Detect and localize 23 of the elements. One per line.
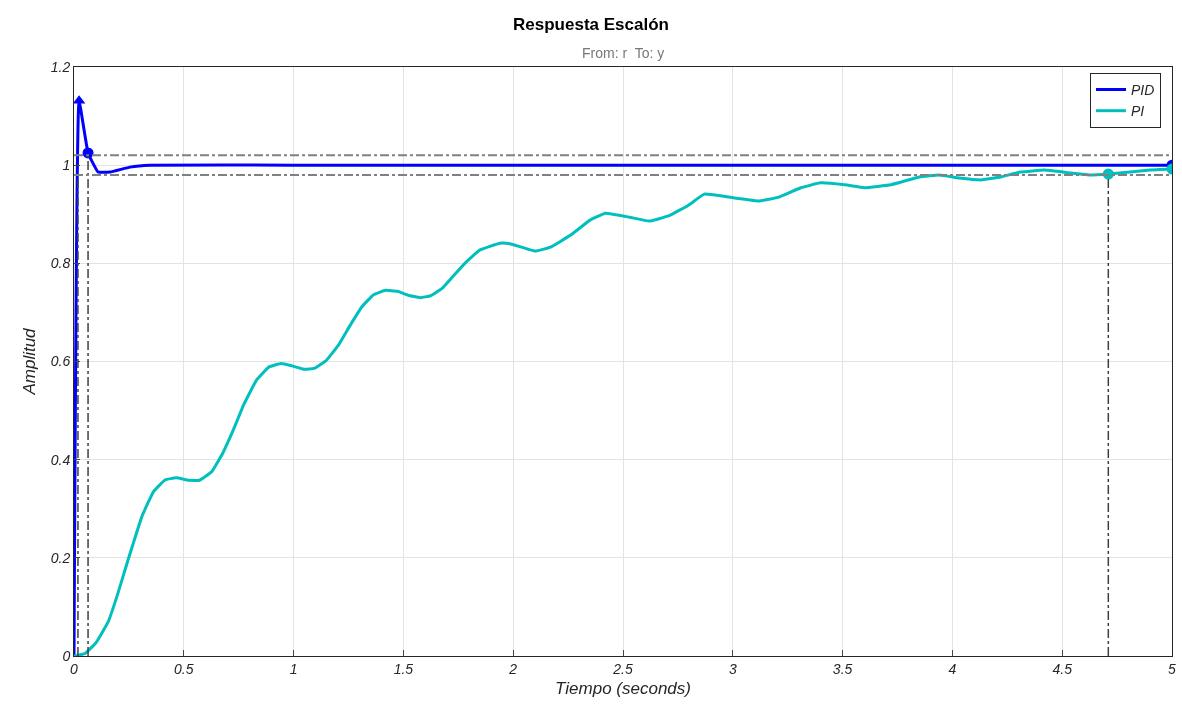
y-axis-title: Amplitud <box>20 327 40 396</box>
x-tick-label: 1 <box>289 660 298 677</box>
x-tick-label: 3.5 <box>832 660 853 677</box>
legend-label: PI <box>1131 103 1145 120</box>
x-tick-label: 0.5 <box>174 660 194 677</box>
x-axis-title: Tiempo (seconds) <box>555 679 691 699</box>
x-tick-label: 1.5 <box>393 660 414 677</box>
y-tick-label: 0.6 <box>50 353 71 370</box>
y-tick-label: 0.8 <box>50 255 71 272</box>
x-tick-label: 2.5 <box>612 660 633 677</box>
y-tick-label: 0.2 <box>50 549 71 566</box>
y-tick-label: 0.4 <box>50 451 71 468</box>
x-tick-label: 5 <box>1168 660 1177 677</box>
chart-subtitle: From: r To: y <box>582 45 665 61</box>
x-tick-label: 4 <box>948 660 957 677</box>
x-tick-label: 3 <box>728 660 737 677</box>
x-tick-label: 2 <box>508 660 518 677</box>
legend-label: PID <box>1131 81 1155 98</box>
y-tick-label: 0 <box>62 647 71 664</box>
y-tick-label: 1 <box>62 157 71 174</box>
chart-title: Respuesta Escalón <box>513 14 669 34</box>
y-tick-label: 1.2 <box>50 58 71 75</box>
x-tick-label: 4.5 <box>1052 660 1073 677</box>
